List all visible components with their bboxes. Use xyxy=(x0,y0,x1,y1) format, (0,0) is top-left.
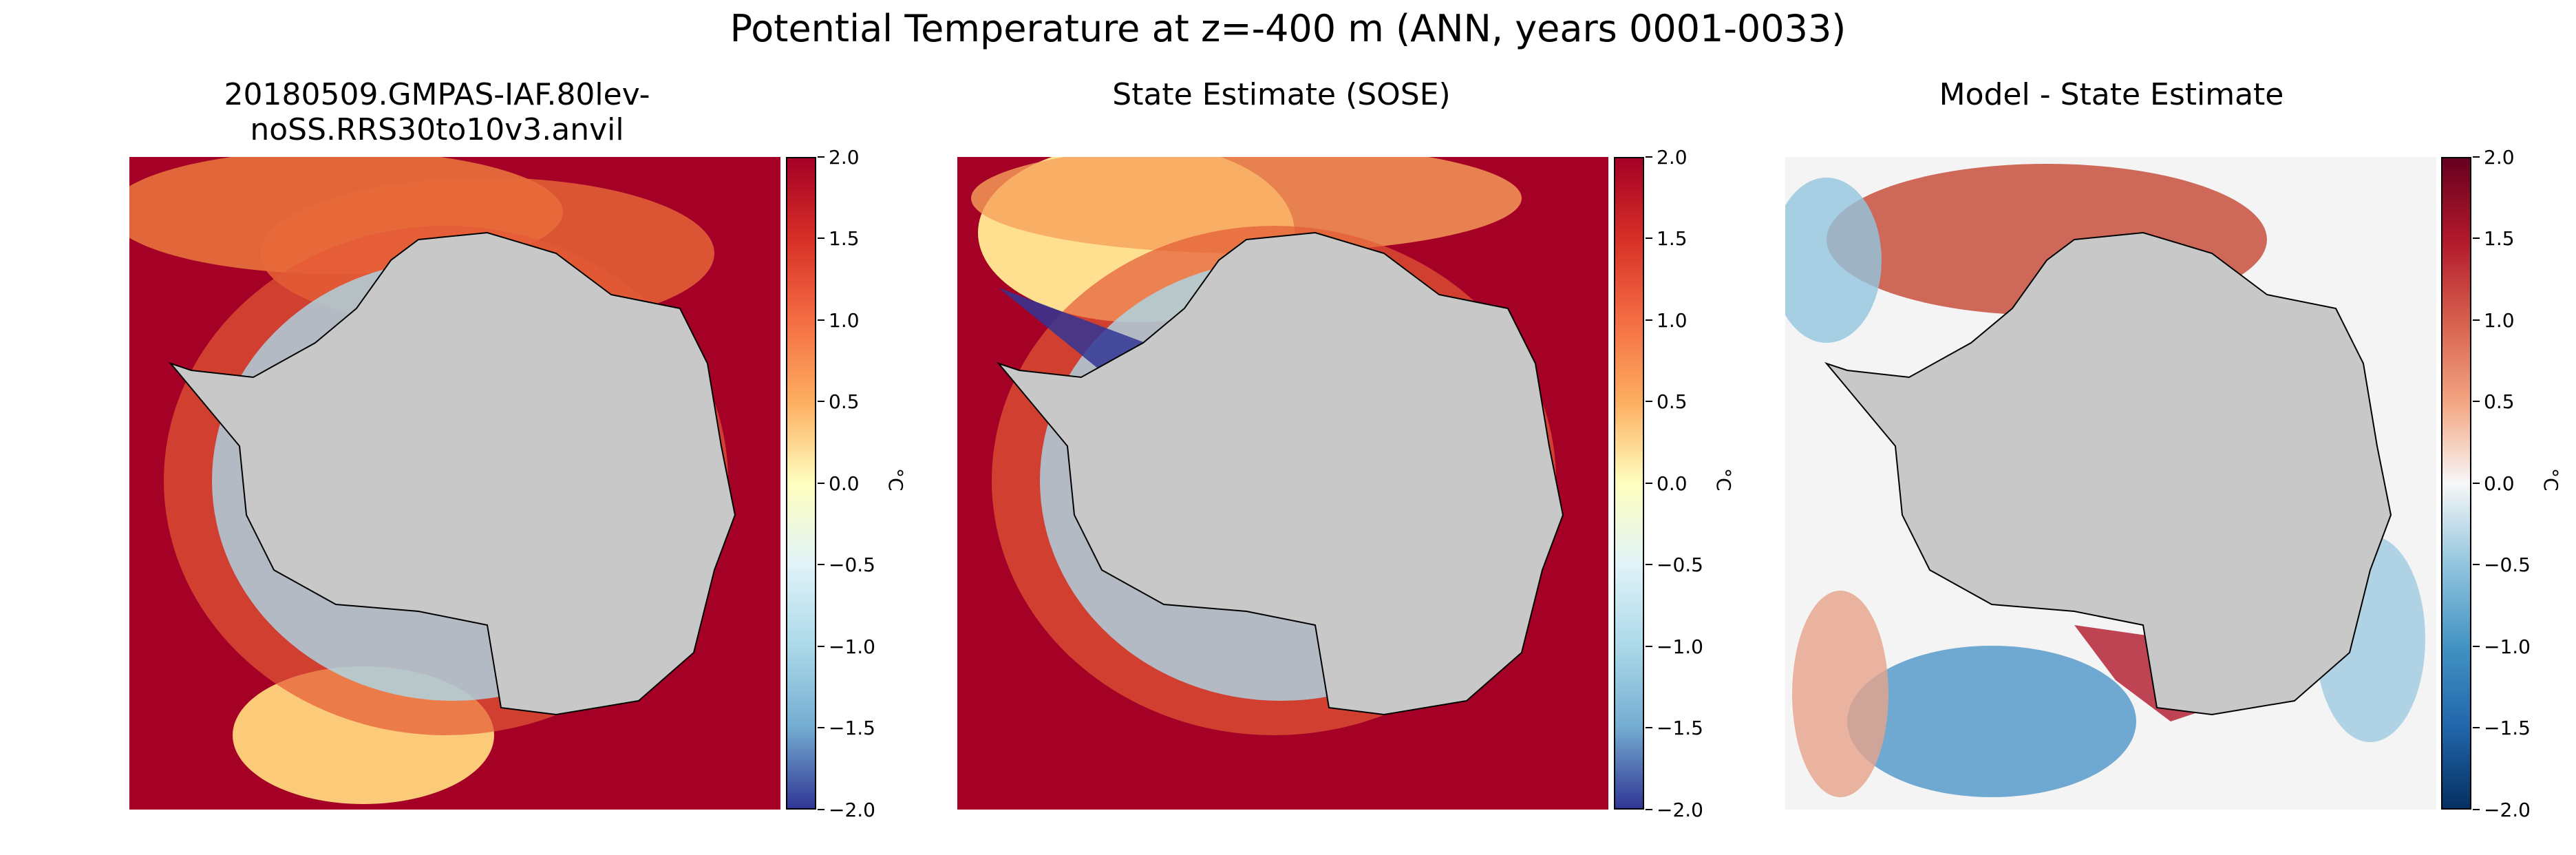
tick-label: 0.5 xyxy=(2484,390,2515,413)
tick-label: 1.5 xyxy=(1657,227,1688,250)
tick-label: −0.5 xyxy=(829,553,875,576)
tick-label: −1.5 xyxy=(829,717,875,739)
colorbar-model xyxy=(786,157,816,810)
colorbar-sose xyxy=(1614,157,1644,810)
colorbar-diff xyxy=(2441,157,2471,810)
antarctica-landmass xyxy=(1824,231,2392,716)
colorbar-ticks-diff: 2.0 1.5 1.0 0.5 0.0 −0.5 −1.0 −1.5 −2.0 xyxy=(2473,146,2555,821)
tick-label: −2.0 xyxy=(829,799,875,821)
tick-label: 0.5 xyxy=(1657,390,1688,413)
colorbar-unit-sose: °C xyxy=(1712,468,1735,492)
tick-label: −0.5 xyxy=(2484,553,2531,576)
colorbar-ticks-model: 2.0 1.5 1.0 0.5 0.0 −0.5 −1.0 −1.5 −2.0 xyxy=(818,146,900,821)
tick-label: 0.0 xyxy=(829,472,860,495)
tick-label: 2.0 xyxy=(829,146,860,169)
panel-title-model: 20180509.GMPAS-IAF.80lev-noSS.RRS30to10v… xyxy=(224,77,650,147)
tick-label: 2.0 xyxy=(2484,146,2515,169)
tick-label: 2.0 xyxy=(1657,146,1688,169)
tick-label: −2.0 xyxy=(1657,799,1703,821)
figure-title: Potential Temperature at z=-400 m (ANN, … xyxy=(730,7,1846,50)
colorbar-unit-diff: °C xyxy=(2540,468,2562,492)
tick-label: −1.0 xyxy=(1657,635,1703,658)
tick-label: −2.0 xyxy=(2484,799,2531,821)
tick-label: 1.0 xyxy=(2484,309,2515,332)
tick-label: 1.0 xyxy=(829,309,860,332)
tick-label: 0.5 xyxy=(829,390,860,413)
panel-title-diff: Model - State Estimate xyxy=(1939,77,2284,112)
colorbar-unit-model: °C xyxy=(884,468,907,492)
tick-label: −0.5 xyxy=(1657,553,1703,576)
tick-label: −1.0 xyxy=(2484,635,2531,658)
tick-label: 1.0 xyxy=(1657,309,1688,332)
tick-label: 1.5 xyxy=(829,227,860,250)
map-model xyxy=(129,157,780,810)
map-sose xyxy=(957,157,1608,810)
tick-label: 0.0 xyxy=(1657,472,1688,495)
colorbar-ticks-sose: 2.0 1.5 1.0 0.5 0.0 −0.5 −1.0 −1.5 −2.0 xyxy=(1646,146,1728,821)
tick-label: −1.5 xyxy=(2484,717,2531,739)
map-diff xyxy=(1785,157,2436,810)
tick-label: 0.0 xyxy=(2484,472,2515,495)
antarctica-landmass xyxy=(168,231,736,716)
antarctica-landmass xyxy=(996,231,1564,716)
tick-label: −1.0 xyxy=(829,635,875,658)
panel-title-sose: State Estimate (SOSE) xyxy=(1112,77,1451,112)
tick-label: −1.5 xyxy=(1657,717,1703,739)
tick-label: 1.5 xyxy=(2484,227,2515,250)
